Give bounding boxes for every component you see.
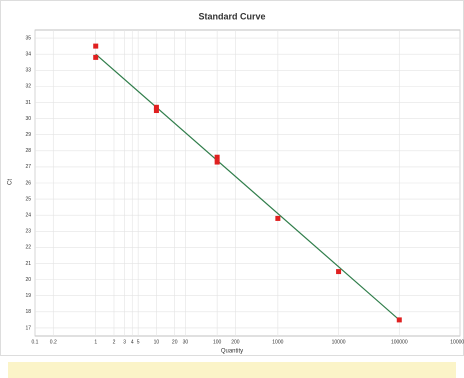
data-point xyxy=(396,317,402,323)
y-tick-label: 35 xyxy=(25,35,31,41)
x-tick-label: 10 xyxy=(154,339,160,345)
y-tick-label: 28 xyxy=(25,148,31,154)
chart-title: Standard Curve xyxy=(198,11,265,21)
y-tick-label: 20 xyxy=(25,277,31,283)
y-tick-label: 21 xyxy=(25,261,31,267)
y-tick-label: 27 xyxy=(25,164,31,170)
y-tick-label: 31 xyxy=(25,100,31,106)
x-tick-label: 1000000 xyxy=(450,339,464,345)
y-tick-label: 22 xyxy=(25,245,31,251)
y-tick-label: 34 xyxy=(25,51,31,57)
y-tick-label: 18 xyxy=(25,309,31,315)
y-tick-label: 32 xyxy=(25,84,31,90)
data-point xyxy=(153,108,159,114)
data-point xyxy=(93,43,99,49)
x-tick-label: 4 xyxy=(131,339,134,345)
x-tick-label: 0.1 xyxy=(32,339,39,345)
y-tick-label: 23 xyxy=(25,229,31,235)
y-tick-label: 26 xyxy=(25,180,31,186)
x-tick-label: 30 xyxy=(183,339,189,345)
y-tick-label: 30 xyxy=(25,116,31,122)
data-point xyxy=(336,269,342,275)
x-tick-label: 100000 xyxy=(391,339,408,345)
y-axis-label: Ct xyxy=(8,179,14,185)
x-tick-label: 5 xyxy=(137,339,140,345)
x-axis-label: Quantity xyxy=(221,349,243,355)
fit-line xyxy=(95,53,400,321)
legend-bar xyxy=(8,362,456,378)
x-tick-label: 100 xyxy=(213,339,222,345)
y-tick-label: 19 xyxy=(25,293,31,299)
y-tick-label: 24 xyxy=(25,213,31,219)
x-tick-label: 10000 xyxy=(332,339,346,345)
data-point xyxy=(214,159,220,165)
data-point xyxy=(153,104,159,110)
x-tick-label: 1 xyxy=(94,339,97,345)
y-tick-label: 17 xyxy=(25,325,31,331)
x-tick-label: 200 xyxy=(231,339,240,345)
y-tick-label: 29 xyxy=(25,132,31,138)
x-tick-label: 0.2 xyxy=(50,339,57,345)
data-point xyxy=(275,215,281,221)
x-tick-label: 2 xyxy=(113,339,116,345)
data-point xyxy=(214,154,220,160)
y-tick-label: 25 xyxy=(25,196,31,202)
y-tick-label: 33 xyxy=(25,68,31,74)
x-tick-label: 3 xyxy=(123,339,126,345)
x-tick-label: 1000 xyxy=(272,339,283,345)
x-tick-label: 20 xyxy=(172,339,178,345)
data-point xyxy=(93,54,99,60)
